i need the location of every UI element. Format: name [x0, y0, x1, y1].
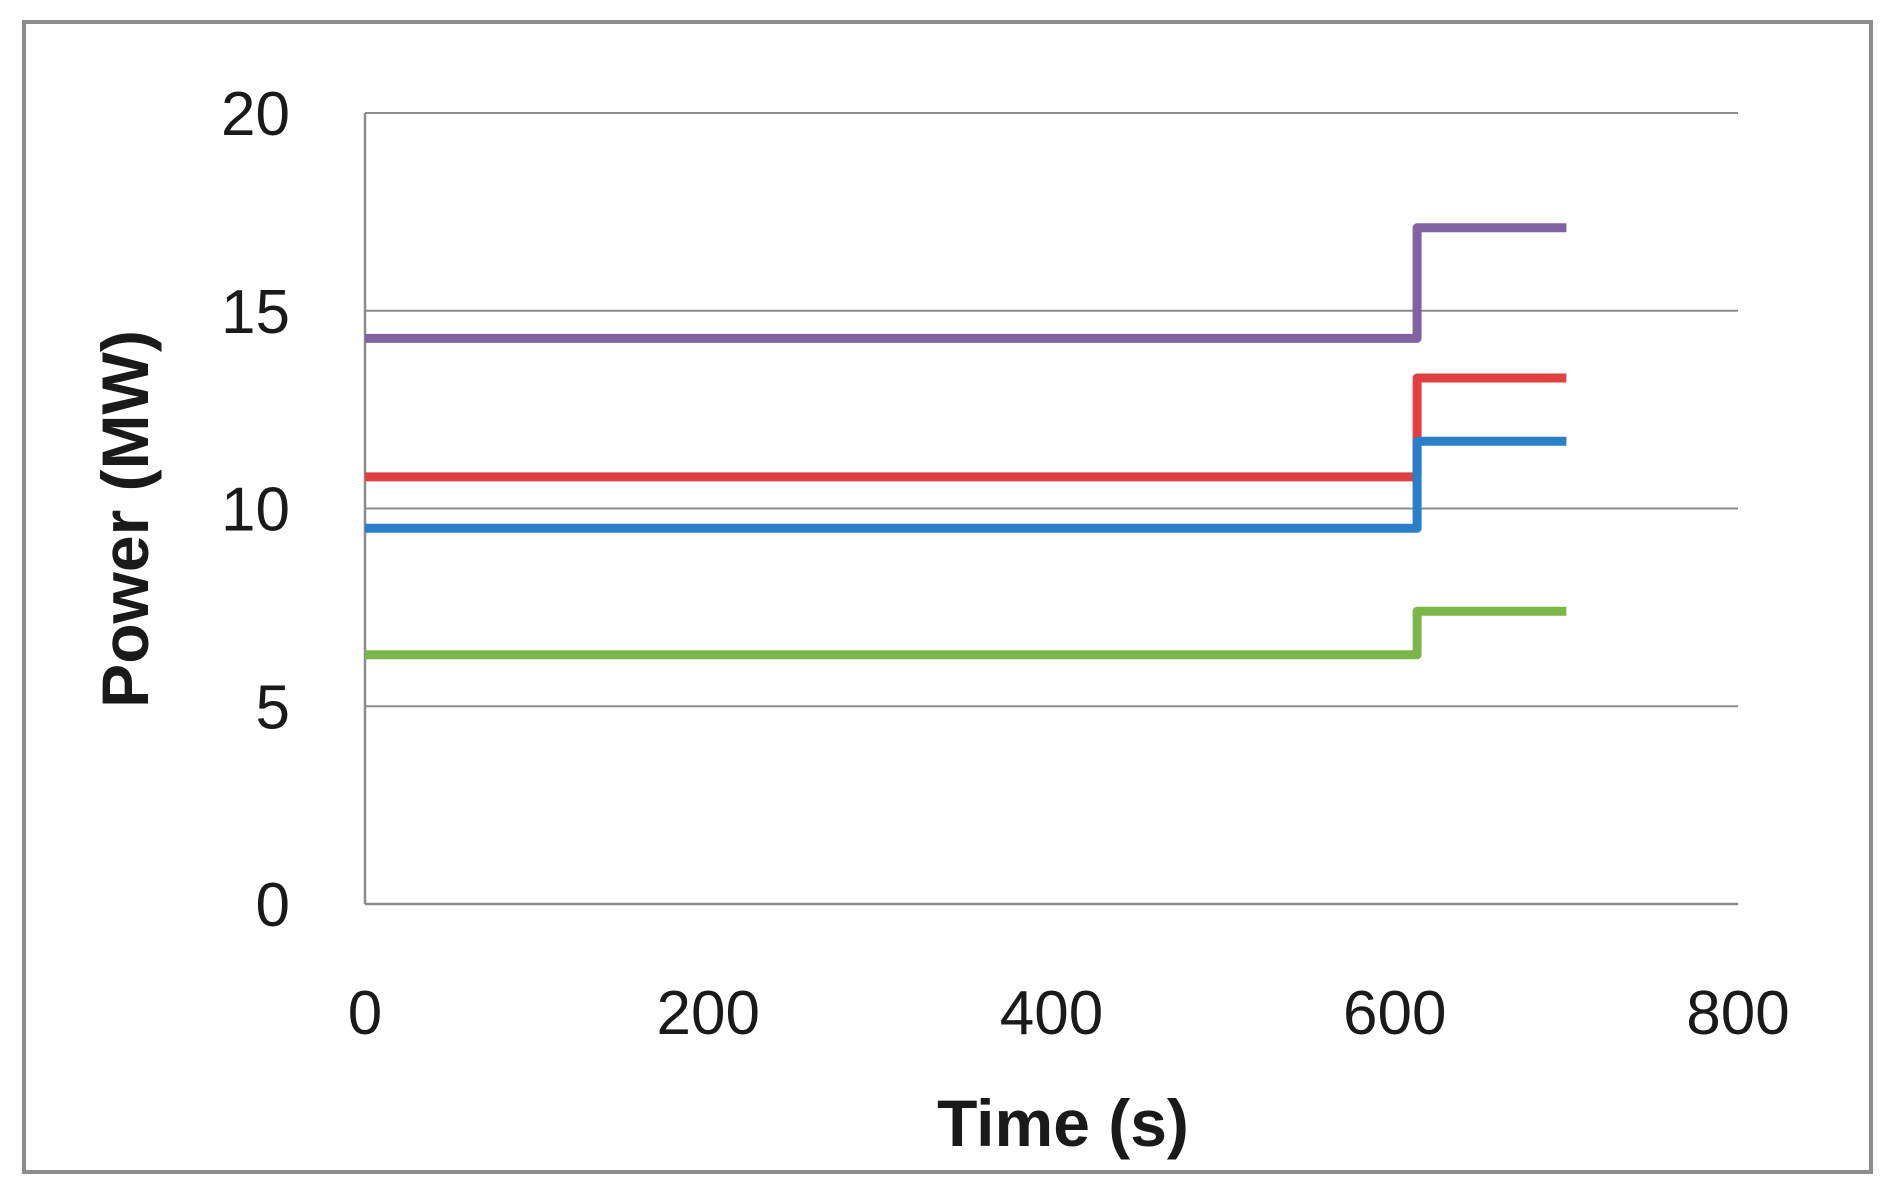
x-tick-labels: 0 200 400 600 800 — [348, 979, 1790, 1048]
series-lines — [365, 223, 1567, 660]
x-tick-label: 200 — [657, 979, 760, 1048]
y-tick-label: 0 — [256, 871, 290, 940]
series-line-4 — [365, 606, 1567, 660]
y-tick-label: 20 — [221, 80, 290, 149]
series-line-2 — [365, 373, 1567, 482]
y-tick-label: 15 — [221, 278, 290, 347]
x-axis-title: Time (s) — [937, 1086, 1189, 1160]
x-tick-label: 0 — [348, 979, 382, 1048]
x-tick-label: 800 — [1686, 979, 1789, 1048]
y-tick-label: 5 — [256, 673, 290, 742]
x-tick-label: 400 — [1000, 979, 1103, 1048]
gridlines — [365, 112, 1738, 708]
series-line-3 — [365, 436, 1567, 533]
series-line-1 — [365, 223, 1567, 343]
y-tick-labels: 0 5 10 15 20 — [221, 80, 290, 940]
chart-frame — [22, 20, 1873, 1174]
y-axis-title: Power (MW) — [88, 330, 162, 708]
x-tick-label: 600 — [1343, 979, 1446, 1048]
axes — [363, 113, 1738, 906]
y-tick-label: 10 — [221, 476, 290, 545]
